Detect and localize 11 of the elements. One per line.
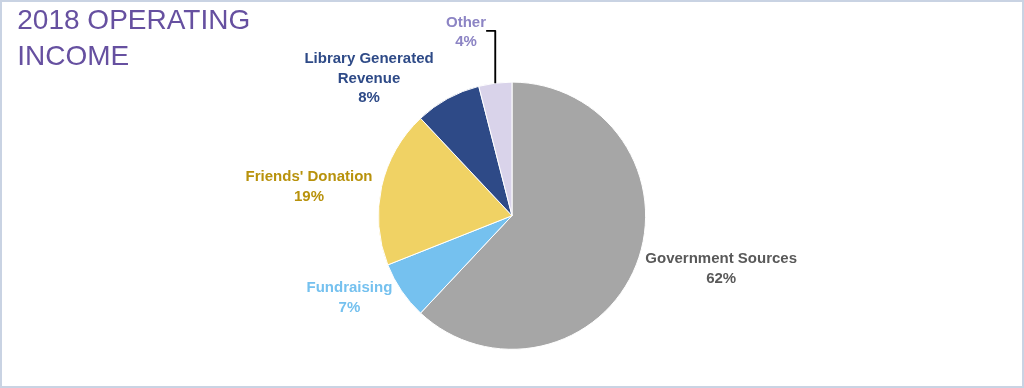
data-label: 62% — [706, 268, 737, 286]
data-label: 7% — [338, 297, 361, 315]
slice-label: Fundraising — [306, 278, 393, 296]
slice-label: Friends' Donation — [245, 167, 373, 185]
slice-label: Library Generated Revenue — [304, 49, 434, 86]
slice-label: Other — [445, 12, 487, 30]
chart-title: 2018 OPERATING INCOME — [17, 3, 251, 72]
data-label: 4% — [455, 32, 477, 50]
data-label: 19% — [294, 186, 325, 204]
data-label: 8% — [358, 88, 380, 106]
slice-label: Government Sources — [645, 249, 798, 267]
